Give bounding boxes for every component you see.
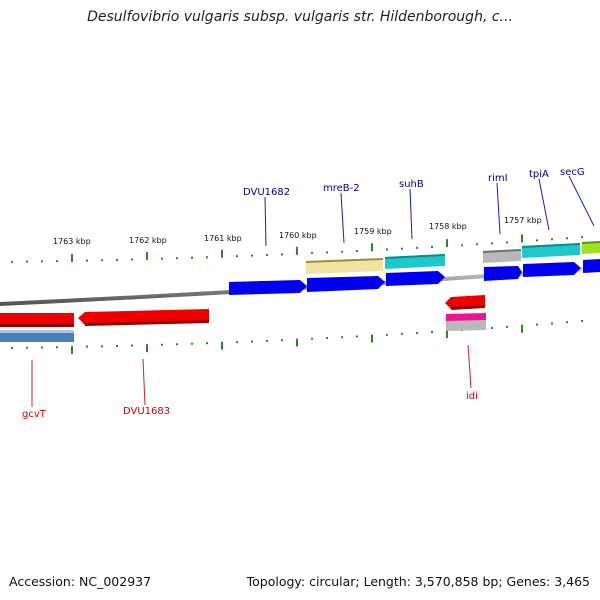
leader-line-tpiA <box>538 178 550 231</box>
gene-idi-feature[interactable] <box>445 295 485 310</box>
leader-line-suhB <box>409 188 413 240</box>
genome-title: Desulfovibrio vulgaris subsp. vulgaris s… <box>87 9 513 25</box>
gene-gcvT-cds[interactable] <box>0 330 74 342</box>
scale-label-1763: 1763 kbp <box>53 237 91 246</box>
scale-label-1759: 1759 kbp <box>354 227 392 236</box>
gene-suhB-cds[interactable] <box>386 271 445 286</box>
gene-DVU1682-feature[interactable] <box>229 280 307 295</box>
leader-line-mreB-2 <box>340 192 345 244</box>
gene-label-mreB-2[interactable]: mreB-2 <box>323 183 360 194</box>
gene-tpiA-cds[interactable] <box>523 262 581 277</box>
gene-secG-cds[interactable] <box>583 259 600 273</box>
gene-DVU1683-feature[interactable] <box>78 309 209 326</box>
scale-ticks-top <box>11 234 583 263</box>
gene-rimI-cds[interactable] <box>484 266 522 281</box>
leader-line-secG <box>568 175 595 227</box>
leader-line-DVU1683 <box>142 358 146 406</box>
gene-label-idi[interactable]: idi <box>466 391 478 402</box>
scale-ticks-bottom <box>11 320 583 354</box>
gene-rimI-feature[interactable] <box>483 249 521 263</box>
scale-label-1758: 1758 kbp <box>429 222 467 231</box>
scale-label-1761: 1761 kbp <box>204 234 242 243</box>
scale-label-1757: 1757 kbp <box>504 216 542 225</box>
gene-label-rimI[interactable]: rimI <box>488 173 508 184</box>
gene-label-tpiA[interactable]: tpiA <box>529 169 549 180</box>
gene-mreB-2-cds[interactable] <box>307 276 385 292</box>
gene-label-secG[interactable]: secG <box>560 167 585 178</box>
scale-label-1762: 1762 kbp <box>129 236 167 245</box>
gene-label-DVU1683[interactable]: DVU1683 <box>123 406 170 417</box>
gene-label-gcvT[interactable]: gcvT <box>22 409 47 420</box>
gene-gcvT-feature[interactable] <box>0 313 74 327</box>
scale-label-1760: 1760 kbp <box>279 231 317 240</box>
gene-suhB-feature[interactable] <box>385 254 445 269</box>
gene-tpiA-feature[interactable] <box>522 243 580 258</box>
gene-idi-cds[interactable] <box>446 313 486 331</box>
topology-text: Topology: circular; Length: 3,570,858 bp… <box>246 574 590 589</box>
leader-line-idi <box>467 344 472 389</box>
gene-mreB-2-feature[interactable] <box>306 258 383 274</box>
accession-text: Accession: NC_002937 <box>9 574 152 589</box>
leader-line-DVU1682 <box>264 196 267 247</box>
leader-line-rimI <box>496 182 501 235</box>
gene-label-DVU1682[interactable]: DVU1682 <box>243 187 290 198</box>
gene-secG-feature[interactable] <box>582 241 600 254</box>
gene-label-suhB[interactable]: suhB <box>399 179 424 190</box>
